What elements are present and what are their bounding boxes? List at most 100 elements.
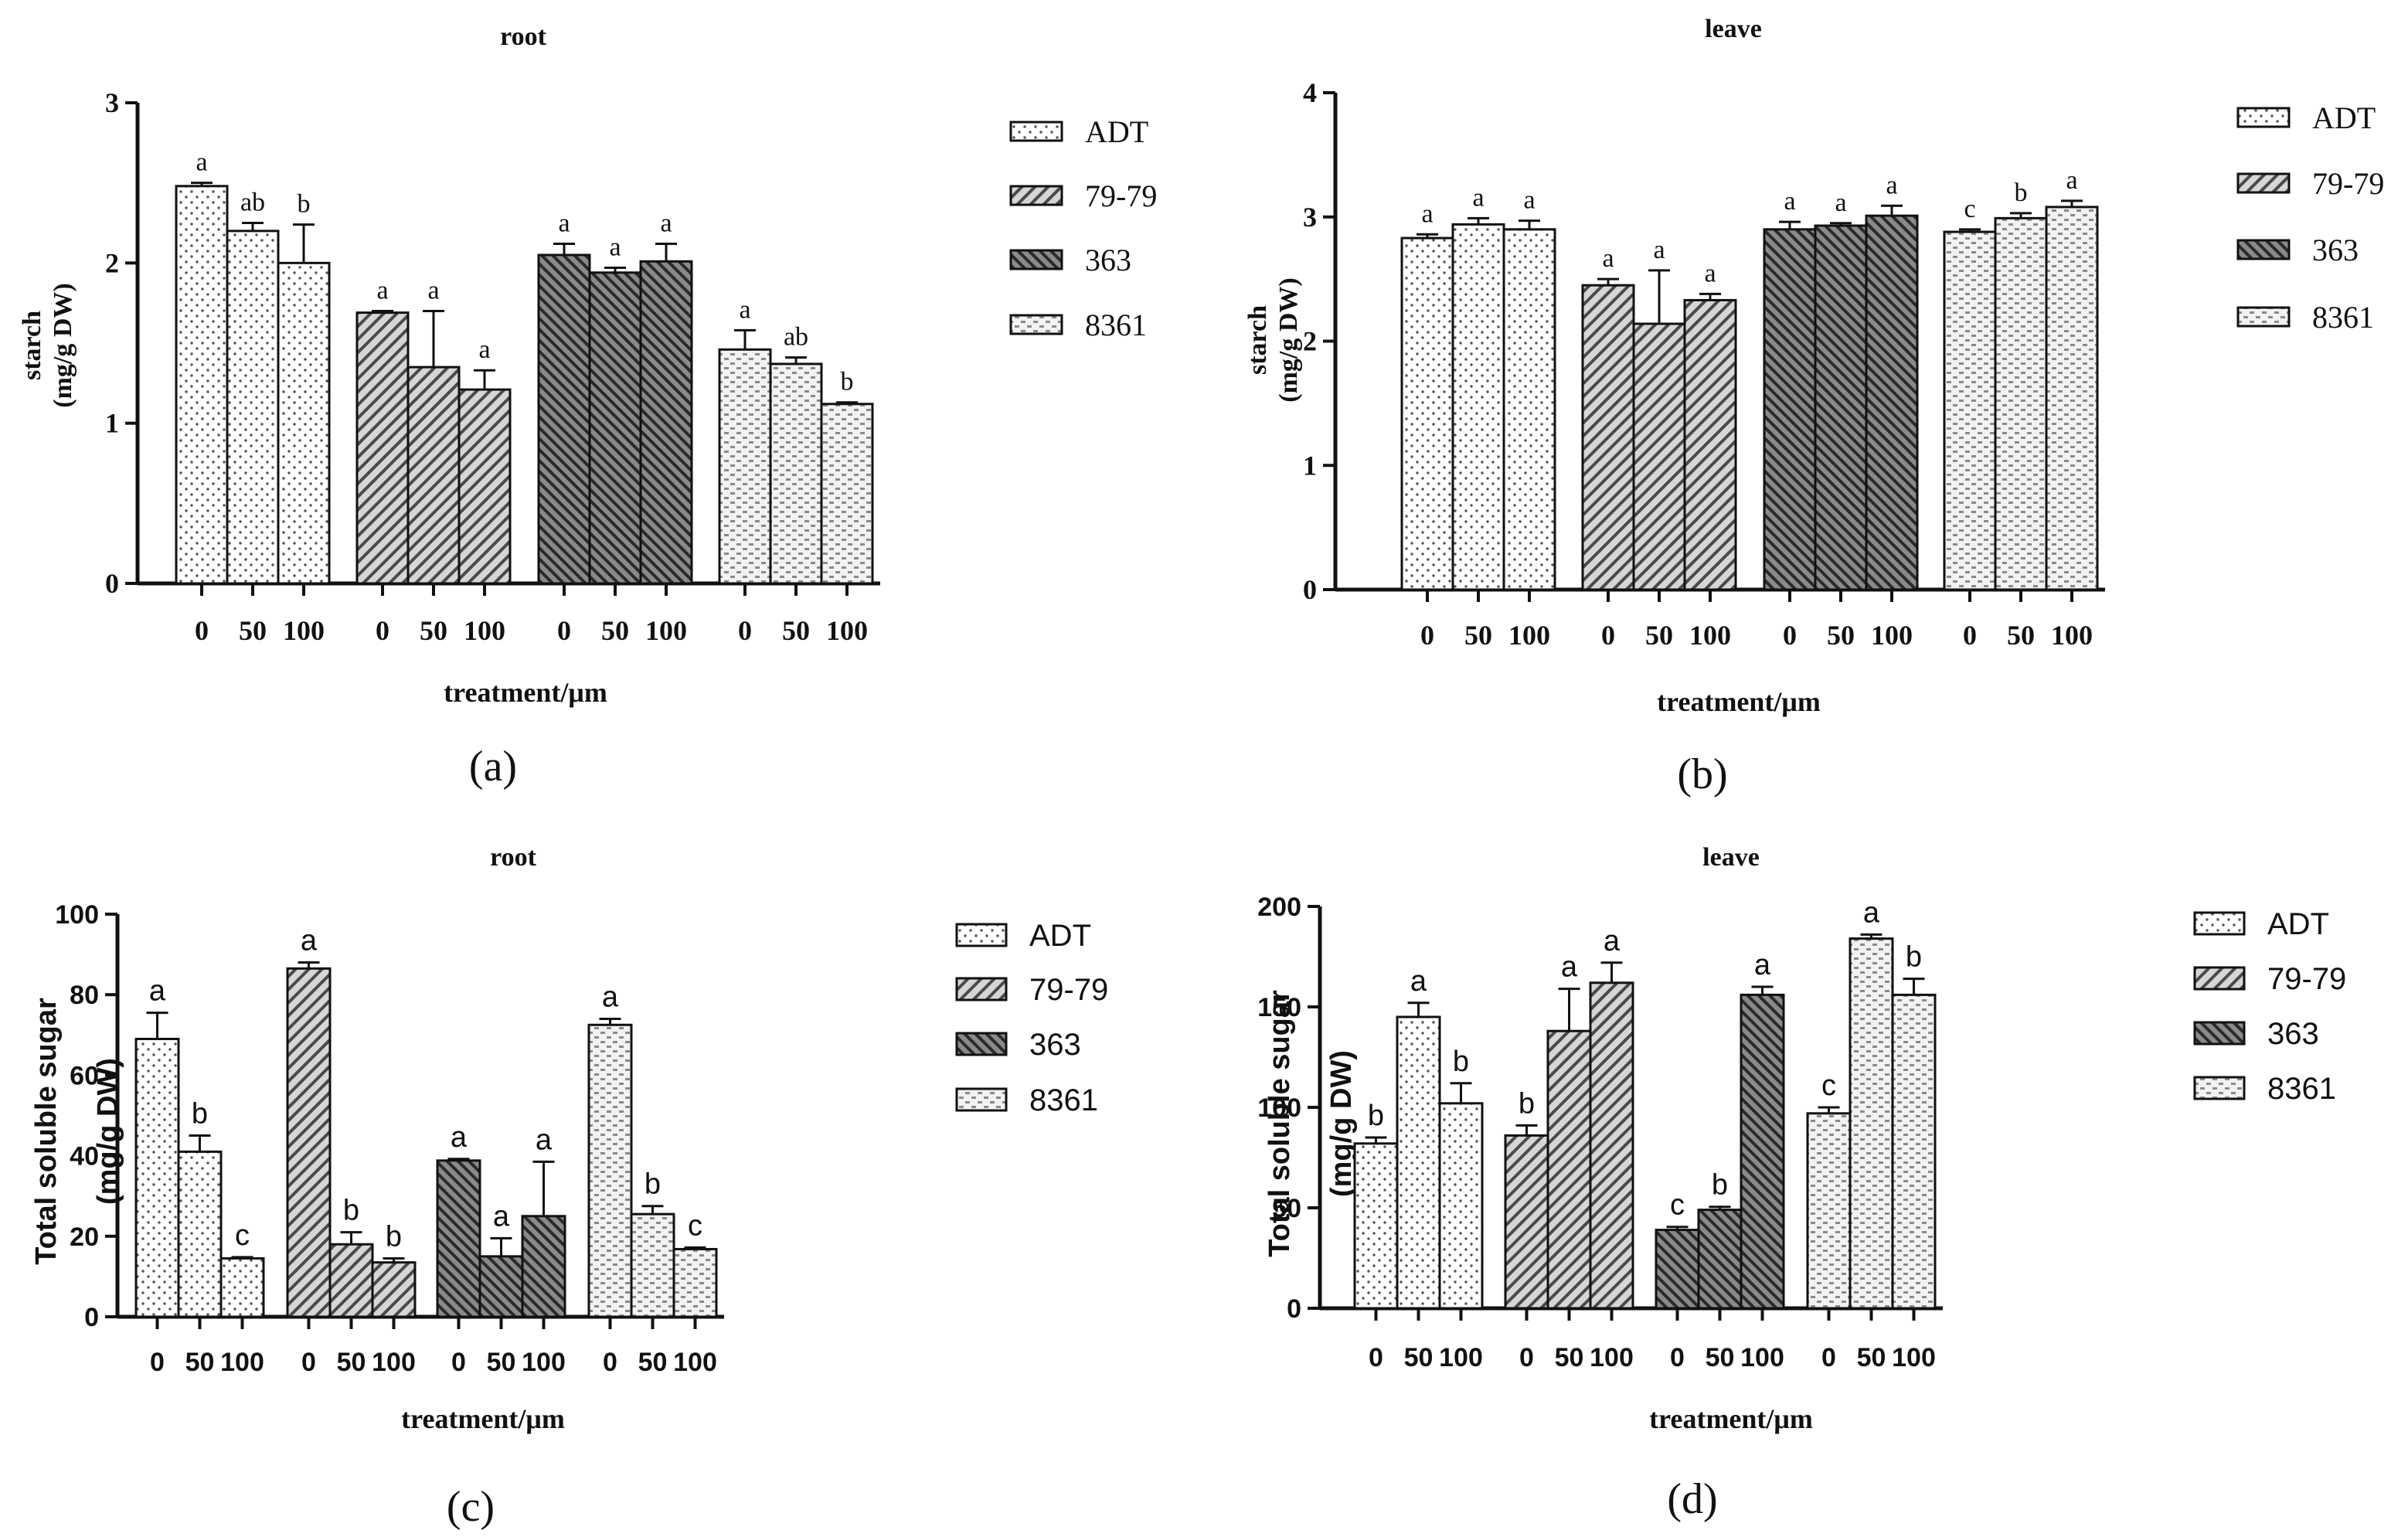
error-bar <box>146 1012 168 1039</box>
x-tick-label: 100 <box>522 1348 566 1377</box>
x-tick-label: 0 <box>451 1348 466 1377</box>
significance-letter: a <box>1561 951 1578 984</box>
bar-363-100 <box>1740 993 1785 1310</box>
error-bar <box>1959 228 1981 233</box>
significance-letter: b <box>192 1098 208 1131</box>
significance-letter: a <box>2066 166 2077 195</box>
significance-letter: a <box>1886 171 1897 199</box>
y-tick-label: 3 <box>105 87 119 118</box>
legend-swatch-8361 <box>2193 1076 2246 1100</box>
significance-letter: a <box>301 925 318 957</box>
bar-8361-50 <box>1849 937 1894 1310</box>
error-bar <box>734 328 756 350</box>
bar-ADT-100 <box>219 1256 265 1318</box>
bar-79-79-50 <box>406 366 461 585</box>
significance-letter: b <box>841 368 854 396</box>
bar-363-50 <box>588 271 642 585</box>
significance-letter: a <box>536 1124 553 1156</box>
x-tick-label: 0 <box>557 615 571 646</box>
y-axis-label-line-0: starch <box>1243 305 1272 375</box>
bar-79-79-50 <box>1632 322 1686 591</box>
x-tick-label: 0 <box>1963 620 1977 651</box>
legend-label-ADT: ADT <box>2312 100 2376 135</box>
panel-label: (b) <box>1677 750 1727 798</box>
x-tick-label: 50 <box>487 1348 516 1377</box>
error-bar <box>684 1246 706 1250</box>
bar-8361-100 <box>672 1247 718 1318</box>
error-bar <box>1860 933 1883 939</box>
bar-363-100 <box>639 260 693 585</box>
x-tick-label: 0 <box>376 615 389 646</box>
chart-d: leave Total soluble sugar (mg/g DW) treatme… <box>1257 843 2346 1523</box>
significance-letter: ab <box>784 323 808 352</box>
y-tick-label: 40 <box>70 1142 99 1171</box>
x-tick-label: 50 <box>601 615 629 646</box>
significance-letter: a <box>149 975 166 1008</box>
error-bar <box>599 1017 621 1025</box>
y-tick-label: 1 <box>1303 450 1317 481</box>
y-tick-label: 0 <box>1287 1294 1301 1324</box>
bar-363-100 <box>1865 214 1919 591</box>
significance-letter: b <box>1453 1046 1469 1078</box>
x-tick-label: 0 <box>1601 620 1615 651</box>
x-tick-label: 0 <box>1783 620 1797 651</box>
error-bar <box>1903 978 1925 995</box>
legend-swatch-363 <box>2236 239 2291 260</box>
x-tick-label: 0 <box>1821 1343 1836 1372</box>
significance-letter: a <box>493 1200 510 1233</box>
significance-letter: a <box>609 233 621 262</box>
legend-label-79-79: 79-79 <box>2267 962 2346 996</box>
error-bar <box>191 182 213 186</box>
y-axis-label-line-0: starch <box>18 311 46 380</box>
error-bar <box>1558 988 1580 1032</box>
significance-letter: b <box>1712 1169 1728 1202</box>
legend-label-363: 363 <box>2312 233 2359 267</box>
significance-letter: a <box>1653 236 1665 264</box>
legend-swatch-363 <box>1009 249 1063 270</box>
significance-letter: c <box>1670 1189 1685 1222</box>
legend-label-8361: 8361 <box>2312 300 2374 335</box>
legend-swatch-8361 <box>2236 306 2291 328</box>
error-bar <box>655 242 677 262</box>
error-bar <box>1519 219 1540 230</box>
bar-8361-50 <box>630 1212 675 1318</box>
legend-swatch-ADT <box>1009 121 1063 142</box>
significance-letter: b <box>1519 1087 1535 1120</box>
error-bar <box>532 1160 555 1216</box>
error-bar <box>1881 204 1903 216</box>
legend-label-79-79: 79-79 <box>1085 179 1157 213</box>
significance-letter: c <box>235 1219 250 1252</box>
bar-79-79-50 <box>328 1243 374 1318</box>
significance-letter: a <box>196 148 207 177</box>
x-tick-label: 100 <box>220 1348 264 1377</box>
error-bar <box>604 267 626 273</box>
error-bar <box>372 310 393 313</box>
bar-363-50 <box>1697 1209 1743 1310</box>
legend-swatch-8361 <box>955 1087 1008 1112</box>
error-bar <box>1600 961 1623 983</box>
bar-363-0 <box>436 1159 481 1318</box>
bar-363-50 <box>478 1255 524 1318</box>
y-tick-label: 80 <box>70 981 99 1010</box>
significance-letter: c <box>688 1209 702 1242</box>
bar-ADT-0 <box>175 185 229 585</box>
bar-ADT-0 <box>134 1038 180 1318</box>
x-tick-label: 50 <box>1404 1343 1434 1372</box>
bar-8361-100 <box>2045 206 2099 591</box>
significance-letter: b <box>386 1220 402 1253</box>
x-tick-label: 0 <box>1420 620 1434 651</box>
chart-b: leave starch (mg/g DW) treatment/μm 0 1 2 3 4 a 0 a… <box>1243 15 2384 798</box>
x-tick-label: 100 <box>1689 620 1731 651</box>
significance-letter: a <box>1523 186 1535 215</box>
error-bar <box>1699 292 1721 301</box>
bar-363-0 <box>537 253 591 585</box>
legend-swatch-79-79 <box>955 977 1008 1001</box>
significance-letter: b <box>343 1195 359 1227</box>
error-bar <box>1515 1124 1538 1136</box>
x-tick-label: 50 <box>2007 620 2035 651</box>
x-tick-label: 50 <box>1464 620 1492 651</box>
bar-8361-0 <box>718 348 772 585</box>
x-tick-label: 0 <box>738 615 752 646</box>
legend-label-363: 363 <box>2267 1017 2319 1051</box>
